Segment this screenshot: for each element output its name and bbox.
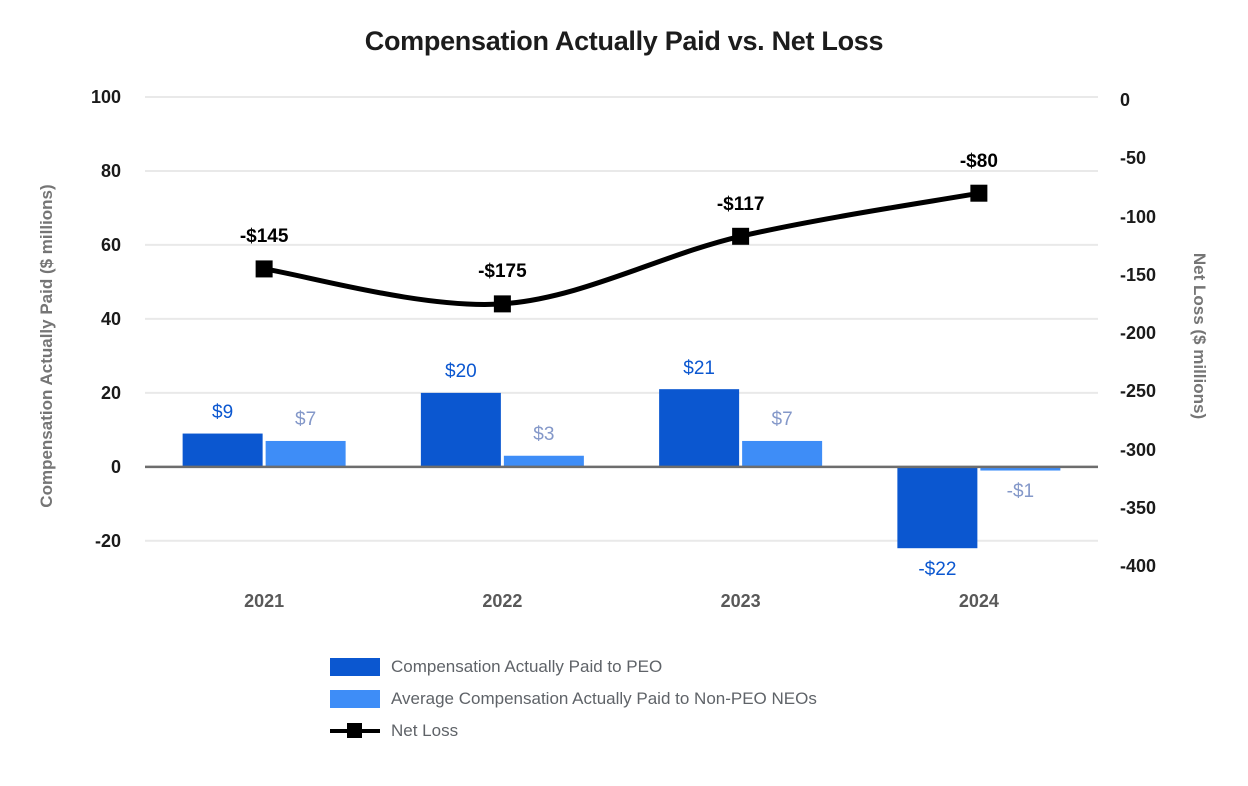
left-axis-tick: 100 bbox=[90, 87, 121, 107]
right-axis-tick: -150 bbox=[1120, 264, 1157, 285]
bar-2024-series0 bbox=[897, 466, 978, 549]
line-value-label: -$145 bbox=[239, 226, 289, 248]
category-label-2024: 2024 bbox=[958, 591, 999, 611]
legend-item: Average Compensation Actually Paid to No… bbox=[330, 688, 817, 710]
net-loss-marker-2024 bbox=[970, 184, 988, 202]
line-value-label: -$80 bbox=[959, 150, 998, 172]
bar-value-label: $3 bbox=[533, 424, 555, 446]
right-axis-tick: -400 bbox=[1120, 556, 1157, 576]
right-axis-tick: -350 bbox=[1120, 497, 1157, 518]
legend-bar-swatch-icon bbox=[330, 658, 380, 676]
bar-value-label: -$1 bbox=[1006, 481, 1035, 503]
bar-2022-series0 bbox=[420, 392, 501, 467]
bar-2023-series0 bbox=[659, 389, 740, 467]
left-axis-tick: 60 bbox=[100, 234, 121, 255]
line-value-label: -$175 bbox=[478, 261, 527, 283]
legend-square-marker-icon bbox=[347, 723, 362, 738]
right-axis-tick: -200 bbox=[1120, 323, 1157, 343]
left-axis-tick: 0 bbox=[110, 456, 121, 477]
legend-item: Net Loss bbox=[330, 720, 817, 742]
left-axis-tick: -20 bbox=[94, 530, 121, 551]
left-axis-tick: 40 bbox=[100, 308, 121, 329]
right-axis-tick: -100 bbox=[1120, 206, 1157, 227]
legend-label: Average Compensation Actually Paid to No… bbox=[391, 689, 817, 708]
left-axis-tick: 20 bbox=[100, 382, 121, 403]
right-axis-tick: -250 bbox=[1120, 381, 1157, 402]
bar-2023-series1 bbox=[742, 440, 823, 467]
right-axis-tick: -50 bbox=[1120, 148, 1147, 169]
bar-2022-series1 bbox=[503, 455, 584, 467]
bar-value-label: $7 bbox=[295, 409, 317, 431]
bar-value-label: -$22 bbox=[918, 558, 957, 580]
legend-item: Compensation Actually Paid to PEO bbox=[330, 656, 817, 678]
bar-value-label: $7 bbox=[771, 409, 793, 431]
net-loss-marker-2021 bbox=[255, 260, 273, 278]
right-axis-tick: 0 bbox=[1120, 90, 1131, 110]
bar-2024-series1 bbox=[980, 466, 1061, 471]
legend-label: Compensation Actually Paid to PEO bbox=[391, 657, 663, 676]
legend: Compensation Actually Paid to PEO Average… bbox=[330, 656, 817, 742]
legend-label: Net Loss bbox=[391, 721, 459, 740]
net-loss-line bbox=[261, 190, 982, 307]
legend-line-marker-icon bbox=[330, 722, 380, 740]
category-label-2022: 2022 bbox=[482, 591, 523, 611]
net-loss-marker-2022 bbox=[493, 295, 511, 313]
net-loss-marker-2023 bbox=[732, 227, 750, 245]
chart-title: Compensation Actually Paid vs. Net Loss bbox=[364, 26, 884, 56]
bar-value-label: $21 bbox=[683, 357, 715, 379]
bar-value-label: $9 bbox=[212, 402, 234, 424]
bar-value-label: $20 bbox=[445, 361, 477, 383]
line-value-label: -$117 bbox=[716, 193, 765, 215]
right-axis-tick: -300 bbox=[1120, 439, 1157, 460]
category-label-2023: 2023 bbox=[720, 591, 761, 611]
category-label-2021: 2021 bbox=[244, 591, 285, 611]
bar-2021-series1 bbox=[265, 440, 346, 467]
legend-bar-swatch-icon bbox=[330, 690, 380, 708]
bar-2021-series0 bbox=[182, 433, 263, 467]
left-axis-tick: 80 bbox=[100, 160, 121, 181]
